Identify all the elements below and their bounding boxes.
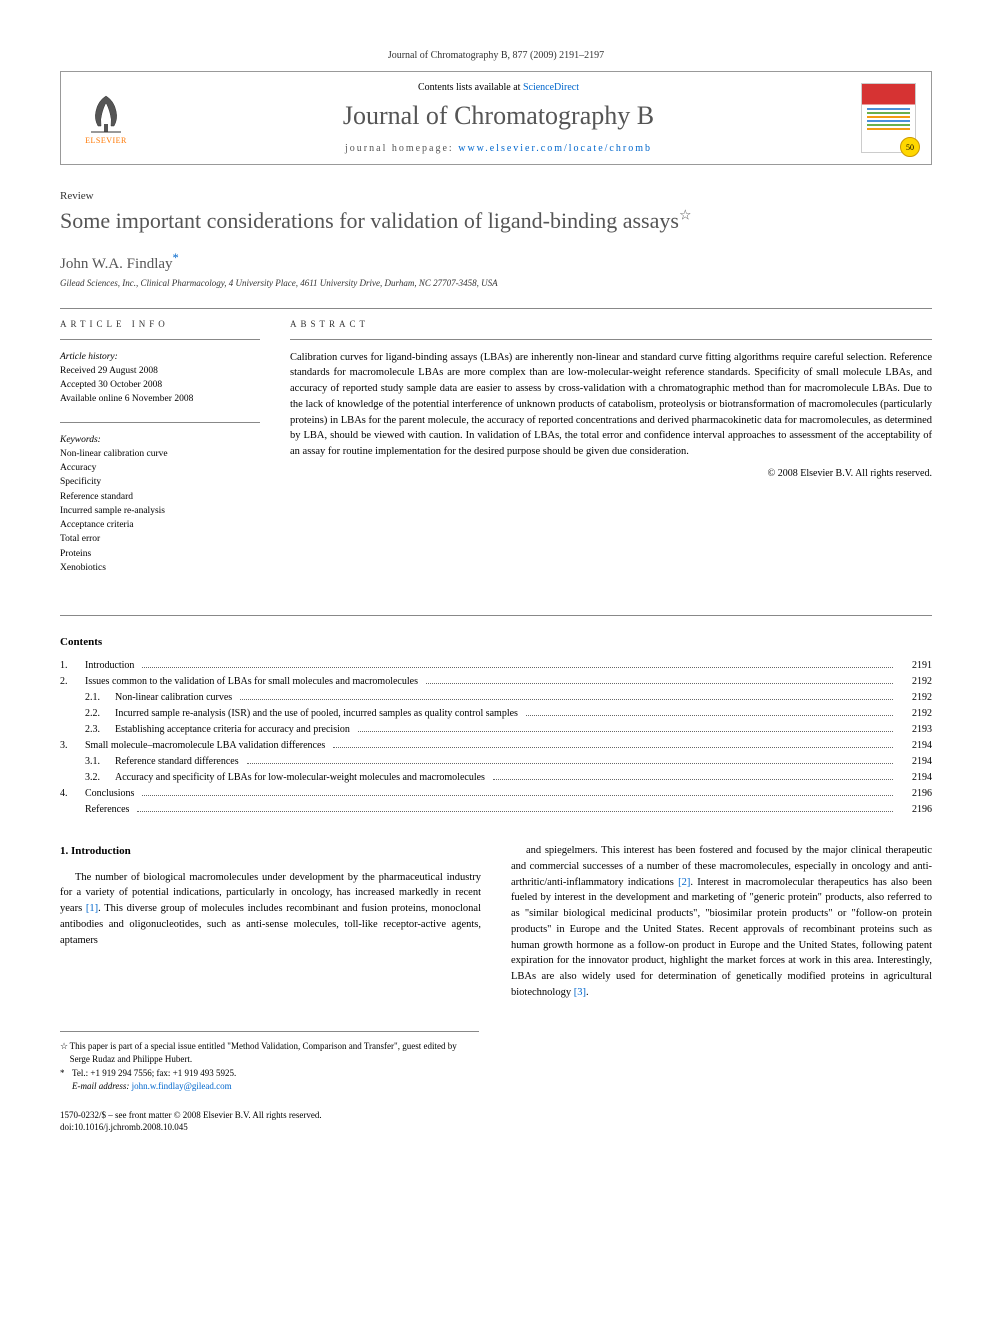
keywords-list: Non-linear calibration curveAccuracySpec… [60, 447, 260, 575]
abstract-text: Calibration curves for ligand-binding as… [290, 350, 932, 460]
corresponding-marker: * [173, 251, 179, 265]
table-of-contents: 1.Introduction21912.Issues common to the… [60, 658, 932, 818]
footnotes: ☆ This paper is part of a special issue … [60, 1031, 479, 1094]
anniversary-badge: 50 [900, 137, 920, 157]
author-affiliation: Gilead Sciences, Inc., Clinical Pharmaco… [60, 278, 932, 288]
keyword: Reference standard [60, 490, 260, 504]
reference-link[interactable]: [2] [678, 877, 690, 888]
toc-entry[interactable]: 3.Small molecule–macromolecule LBA valid… [60, 738, 932, 754]
contents-available-line: Contents lists available at ScienceDirec… [136, 82, 861, 93]
author-name: John W.A. Findlay* [60, 251, 932, 273]
footnote-special-issue: This paper is part of a special issue en… [70, 1040, 479, 1067]
issn-copyright: 1570-0232/$ – see front matter © 2008 El… [60, 1109, 932, 1122]
title-text: Some important considerations for valida… [60, 208, 679, 233]
online-date: Available online 6 November 2008 [60, 392, 260, 406]
author-email-link[interactable]: john.w.findlay@gilead.com [132, 1081, 232, 1091]
doi: doi:10.1016/j.jchromb.2008.10.045 [60, 1121, 932, 1134]
publisher-logo[interactable]: ELSEVIER [76, 83, 136, 153]
keyword: Acceptance criteria [60, 518, 260, 532]
email-label: E-mail address: [72, 1081, 129, 1091]
reference-link[interactable]: [3] [574, 987, 586, 998]
toc-entry[interactable]: 4.Conclusions2196 [60, 786, 932, 802]
section-1-heading: 1. Introduction [60, 843, 481, 860]
toc-entry[interactable]: 2.1.Non-linear calibration curves2192 [60, 690, 932, 706]
toc-entry[interactable]: 2.3.Establishing acceptance criteria for… [60, 722, 932, 738]
sciencedirect-link[interactable]: ScienceDirect [523, 82, 579, 93]
title-footnote-marker: ☆ [679, 209, 692, 224]
article-info-panel: ARTICLE INFO Article history: Received 2… [60, 319, 260, 591]
contents-prefix: Contents lists available at [418, 82, 523, 93]
divider [60, 308, 932, 309]
keyword: Proteins [60, 547, 260, 561]
footnote-corresponding-marker: * [60, 1067, 72, 1081]
publisher-name: ELSEVIER [85, 136, 127, 145]
toc-entry[interactable]: 1.Introduction2191 [60, 658, 932, 674]
intro-paragraph-2: and spiegelmers. This interest has been … [511, 843, 932, 1001]
keyword: Non-linear calibration curve [60, 447, 260, 461]
keyword: Xenobiotics [60, 561, 260, 575]
toc-entry[interactable]: 2.2.Incurred sample re-analysis (ISR) an… [60, 706, 932, 722]
footnote-contact: Tel.: +1 919 294 7556; fax: +1 919 493 5… [72, 1067, 236, 1081]
toc-entry[interactable]: References2196 [60, 802, 932, 818]
abstract-heading: ABSTRACT [290, 319, 932, 329]
keyword: Incurred sample re-analysis [60, 504, 260, 518]
keyword: Total error [60, 532, 260, 546]
toc-entry[interactable]: 3.2.Accuracy and specificity of LBAs for… [60, 770, 932, 786]
homepage-prefix: journal homepage: [345, 143, 458, 154]
accepted-date: Accepted 30 October 2008 [60, 378, 260, 392]
reference-link[interactable]: [1] [86, 903, 98, 914]
toc-entry[interactable]: 2.Issues common to the validation of LBA… [60, 674, 932, 690]
intro-paragraph-1: The number of biological macromolecules … [60, 870, 481, 949]
footer-metadata: 1570-0232/$ – see front matter © 2008 El… [60, 1109, 932, 1134]
keyword: Accuracy [60, 461, 260, 475]
journal-header-box: ELSEVIER Contents lists available at Sci… [60, 71, 932, 165]
contents-heading: Contents [60, 636, 932, 648]
toc-entry[interactable]: 3.1.Reference standard differences2194 [60, 754, 932, 770]
history-label: Article history: [60, 350, 260, 364]
article-info-heading: ARTICLE INFO [60, 319, 260, 329]
journal-reference: Journal of Chromatography B, 877 (2009) … [60, 50, 932, 61]
homepage-link[interactable]: www.elsevier.com/locate/chromb [458, 143, 652, 154]
author-text: John W.A. Findlay [60, 256, 173, 272]
journal-title: Journal of Chromatography B [136, 101, 861, 131]
article-type: Review [60, 190, 932, 202]
journal-cover-thumbnail[interactable]: 50 [861, 83, 916, 153]
homepage-line: journal homepage: www.elsevier.com/locat… [136, 143, 861, 154]
footnote-star-marker: ☆ [60, 1040, 70, 1067]
elsevier-tree-icon [86, 91, 126, 136]
received-date: Received 29 August 2008 [60, 364, 260, 378]
keywords-label: Keywords: [60, 433, 260, 447]
abstract-panel: ABSTRACT Calibration curves for ligand-b… [290, 319, 932, 591]
keyword: Specificity [60, 475, 260, 489]
article-title: Some important considerations for valida… [60, 207, 932, 236]
abstract-copyright: © 2008 Elsevier B.V. All rights reserved… [290, 468, 932, 479]
